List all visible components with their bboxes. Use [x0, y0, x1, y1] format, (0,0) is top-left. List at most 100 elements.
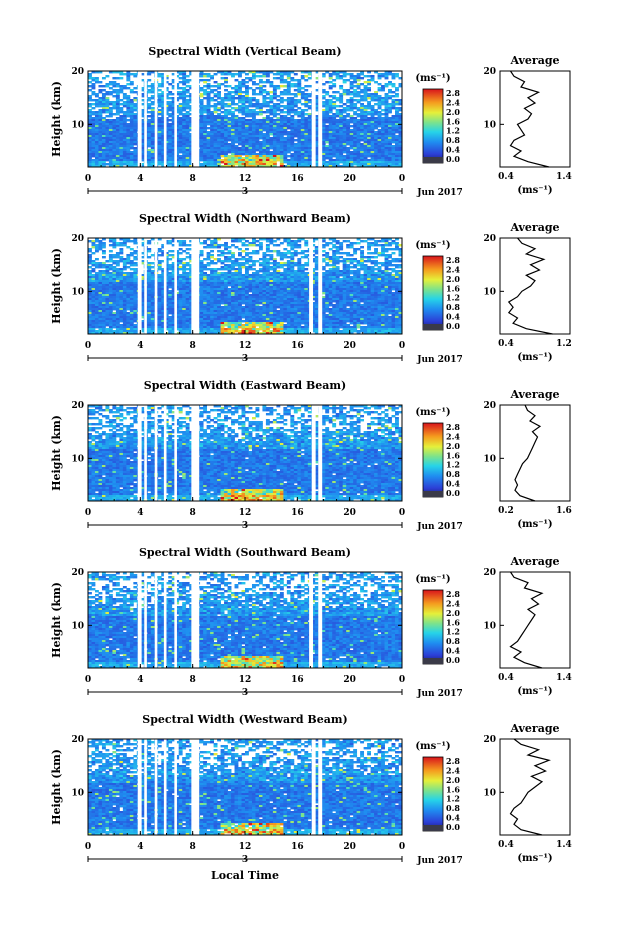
y-axis-label: Height (km): [50, 248, 63, 324]
y-axis-label: Height (km): [50, 582, 63, 658]
data-gap: [154, 71, 158, 167]
colorbar-tick-label: 0.0: [446, 321, 460, 331]
data-gap: [137, 572, 142, 668]
x-tick-label: 8: [190, 174, 196, 184]
average-y-tick-label: 20: [483, 401, 496, 411]
data-gap: [137, 71, 142, 167]
x-tick-label: 16: [291, 842, 304, 852]
data-gap: [174, 739, 177, 835]
panel-3: Spectral Width (Southward Beam) 20 10 Heigh…: [50, 546, 572, 699]
colorbar-unit: (ms⁻¹): [415, 73, 450, 84]
colorbar-tick-label: 0.4: [446, 145, 460, 155]
panel-1: Spectral Width (Northward Beam) 20 10 Heigh…: [50, 212, 572, 365]
average-profile-line: [509, 738, 551, 836]
x-tick-label: 16: [291, 675, 304, 685]
colorbar-tick-label: 1.2: [446, 794, 460, 804]
x-tick-label: 8: [190, 675, 196, 685]
day-label: 3: [242, 354, 248, 364]
data-gap: [311, 739, 316, 835]
colorbar-tick-label: 2.0: [446, 775, 460, 785]
x-tick-label: 8: [190, 508, 196, 518]
panel-title: Spectral Width (Southward Beam): [139, 546, 351, 559]
average-frame: [499, 237, 571, 335]
average-title: Average: [509, 54, 559, 67]
y-tick-label: 10: [71, 621, 84, 631]
panel-2: Spectral Width (Eastward Beam) 20 10 Height…: [50, 379, 572, 532]
average-y-tick-label: 20: [483, 568, 496, 578]
data-gap: [163, 71, 167, 167]
data-gap: [137, 405, 142, 501]
colorbar-tick-label: 1.6: [446, 617, 460, 627]
average-x-tick-label: 0.2: [498, 506, 514, 516]
x-tick-label: 4: [137, 508, 143, 518]
colorbar: [422, 756, 444, 832]
colorbar-low: [423, 658, 443, 664]
average-x-label: (ms⁻¹): [517, 686, 552, 697]
colorbar-tick-label: 1.2: [446, 126, 460, 136]
average-profile-line: [509, 571, 544, 669]
colorbar: [422, 88, 444, 164]
x-tick-label: 0: [399, 174, 405, 184]
y-tick-label: 10: [71, 120, 84, 130]
average-y-tick-label: 10: [483, 621, 496, 631]
data-gap: [318, 71, 323, 167]
panel-title: Spectral Width (Vertical Beam): [148, 45, 341, 58]
y-tick-label: 10: [71, 788, 84, 798]
data-gap: [318, 572, 323, 668]
colorbar-tick-label: 0.4: [446, 646, 460, 656]
colorbar-unit: (ms⁻¹): [415, 574, 450, 585]
colorbar-unit: (ms⁻¹): [415, 741, 450, 752]
colorbar-tick-label: 1.2: [446, 627, 460, 637]
x-tick-label: 4: [137, 174, 143, 184]
colorbar-low: [423, 157, 443, 163]
average-x-tick-label: 1.4: [556, 673, 572, 683]
colorbar-tick-label: 0.8: [446, 135, 460, 145]
date-label: Jun 2017: [416, 188, 463, 198]
average-y-tick-label: 10: [483, 454, 496, 464]
colorbar-tick-label: 1.6: [446, 283, 460, 293]
data-gap: [318, 405, 323, 501]
x-tick-label: 12: [239, 842, 252, 852]
colorbar-tick-label: 2.8: [446, 88, 460, 98]
average-y-tick-label: 20: [483, 735, 496, 745]
average-x-label: (ms⁻¹): [517, 853, 552, 864]
data-gap: [174, 572, 177, 668]
x-tick-label: 20: [343, 675, 356, 685]
data-gap: [137, 739, 142, 835]
average-y-tick-label: 10: [483, 788, 496, 798]
x-tick-label: 0: [399, 508, 405, 518]
colorbar-tick-label: 2.8: [446, 589, 460, 599]
data-gap: [137, 238, 142, 334]
average-x-tick-label: 1.4: [556, 840, 572, 850]
colorbar-tick-label: 2.0: [446, 107, 460, 117]
data-gap: [191, 71, 200, 167]
data-gap: [174, 405, 177, 501]
y-tick-label: 20: [71, 568, 84, 578]
date-label: Jun 2017: [416, 689, 463, 699]
y-axis-label: Height (km): [50, 81, 63, 157]
colorbar-tick-label: 0.0: [446, 154, 460, 164]
y-tick-label: 10: [71, 454, 84, 464]
average-title: Average: [509, 221, 559, 234]
average-title: Average: [509, 555, 559, 568]
average-x-tick-label: 0.4: [498, 339, 514, 349]
x-tick-label: 20: [343, 174, 356, 184]
x-tick-label: 0: [399, 675, 405, 685]
colorbar-low: [423, 491, 443, 497]
average-title: Average: [509, 722, 559, 735]
average-x-label: (ms⁻¹): [517, 185, 552, 196]
colorbar-unit: (ms⁻¹): [415, 240, 450, 251]
x-tick-label: 20: [343, 508, 356, 518]
panel-title: Spectral Width (Eastward Beam): [144, 379, 346, 392]
data-gap: [163, 238, 167, 334]
average-frame: [499, 70, 571, 168]
colorbar-tick-label: 0.4: [446, 312, 460, 322]
average-frame: [499, 404, 571, 502]
data-gap: [309, 238, 314, 334]
heatmap-cells: [88, 572, 403, 669]
data-gap: [144, 71, 147, 167]
data-gap: [318, 238, 323, 334]
colorbar-tick-label: 2.4: [446, 431, 460, 441]
colorbar-tick-label: 0.8: [446, 803, 460, 813]
data-gap: [144, 739, 147, 835]
